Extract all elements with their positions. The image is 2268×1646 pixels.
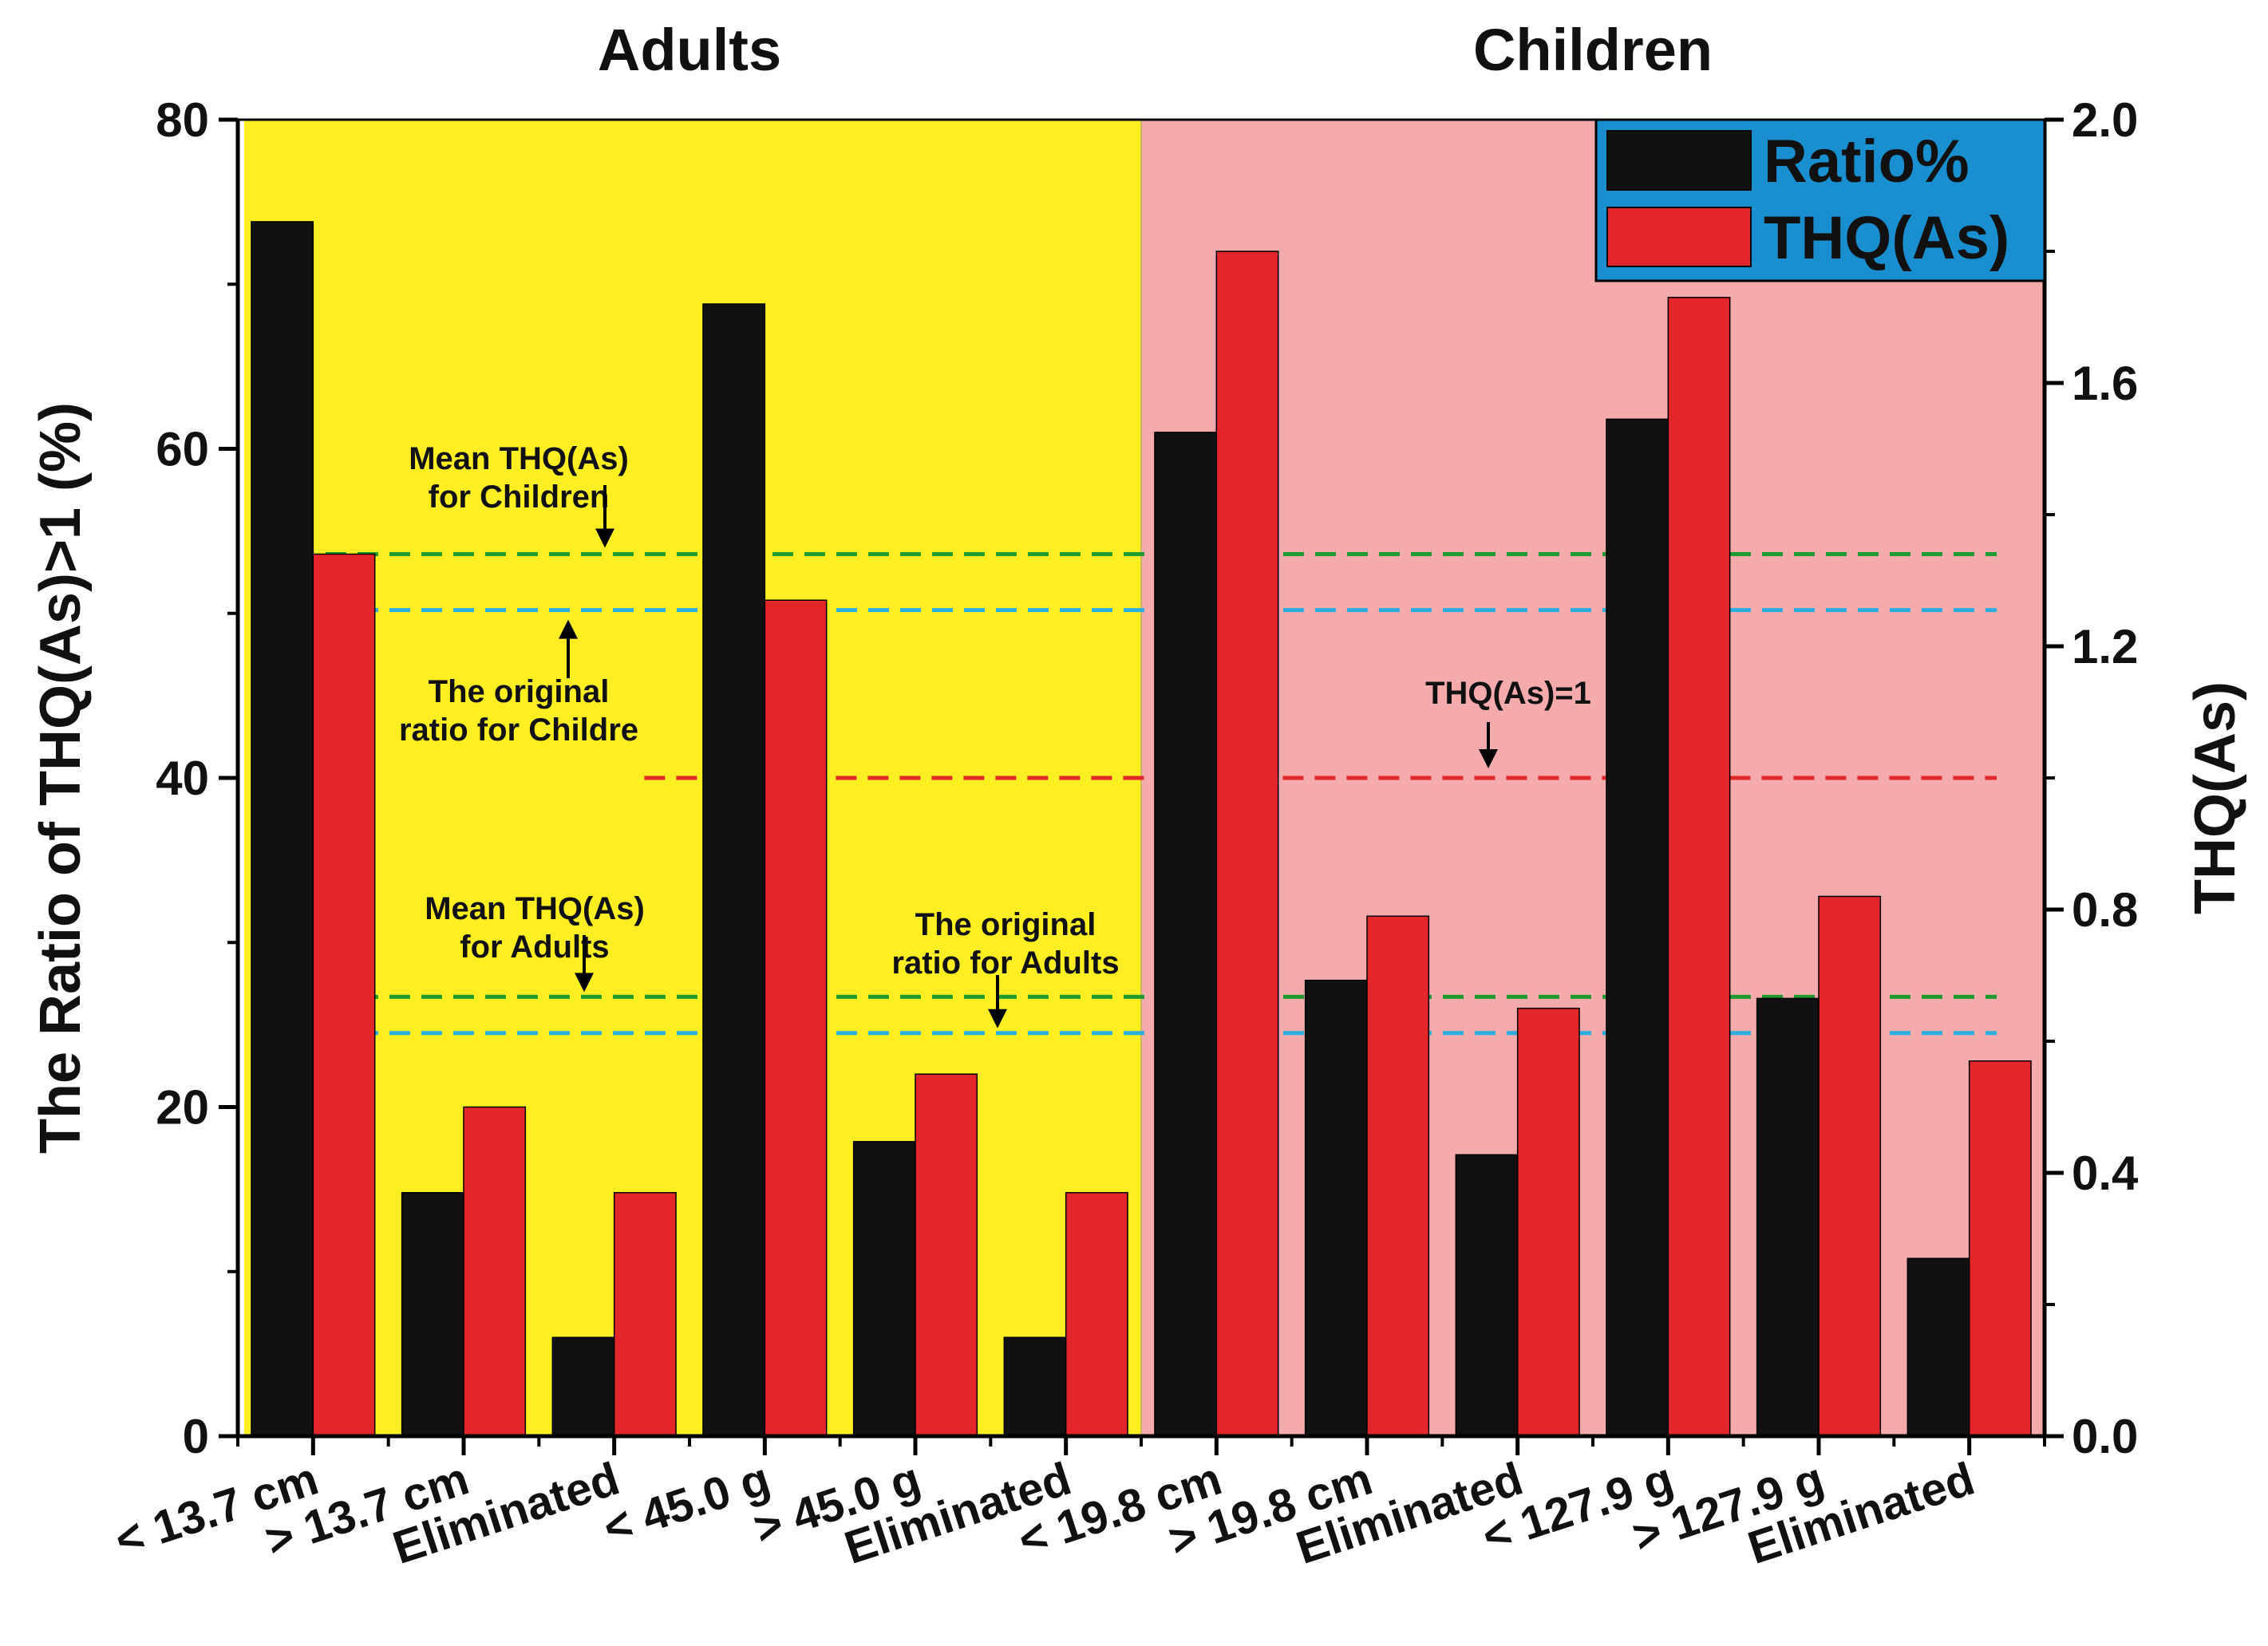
bar-thq-as--0 bbox=[312, 553, 376, 1437]
annotation-1-line-0: The original bbox=[429, 674, 610, 709]
bar-thq-as--10 bbox=[1818, 895, 1882, 1437]
bar-ratio--4 bbox=[852, 1141, 916, 1437]
bar-thq-as--5 bbox=[1065, 1192, 1128, 1437]
bar-ratio--8 bbox=[1455, 1154, 1519, 1437]
y-tick-label-3: 60 bbox=[156, 423, 209, 476]
y-tick-label-1: 20 bbox=[156, 1081, 209, 1135]
annotation-3-line-0: Mean THQ(As) bbox=[425, 891, 645, 926]
y2-tick-label-4: 1.6 bbox=[2072, 357, 2138, 410]
annotation-0-line-1: for Children bbox=[429, 480, 610, 515]
y-tick-label-2: 40 bbox=[156, 752, 209, 805]
annotation-arrow-head-1 bbox=[559, 619, 578, 639]
annotation-3-line-1: for Adults bbox=[460, 930, 609, 965]
y2-tick-label-0: 0.0 bbox=[2072, 1410, 2138, 1463]
bar-thq-as--7 bbox=[1366, 915, 1430, 1437]
bar-ratio--7 bbox=[1304, 979, 1368, 1437]
y-axis-title: The Ratio of THQ(As)>1 (%) bbox=[29, 402, 93, 1154]
annotation-arrow-head-2 bbox=[1479, 749, 1498, 768]
annotation-4-line-1: ratio for Adults bbox=[891, 945, 1119, 981]
annotation-arrow-head-4 bbox=[988, 1009, 1007, 1028]
bar-ratio--0 bbox=[251, 221, 314, 1437]
y2-axis-title: THQ(As) bbox=[2183, 681, 2247, 914]
annotation-1-line-1: ratio for Childre bbox=[399, 712, 638, 748]
bar-thq-as--4 bbox=[915, 1073, 978, 1437]
group-title-1: Children bbox=[1473, 17, 1713, 83]
group-title-0: Adults bbox=[598, 17, 781, 83]
bar-ratio--6 bbox=[1154, 432, 1218, 1437]
annotation-arrow-head-3 bbox=[575, 973, 594, 993]
bars bbox=[251, 221, 2032, 1437]
y2-tick-label-2: 0.8 bbox=[2072, 883, 2138, 937]
bar-thq-as--8 bbox=[1516, 1008, 1580, 1437]
bar-thq-as--3 bbox=[764, 599, 828, 1437]
annotation-4-line-0: The original bbox=[915, 907, 1096, 942]
y2-tick-label-5: 2.0 bbox=[2072, 93, 2138, 147]
bar-ratio--5 bbox=[1003, 1336, 1067, 1437]
bar-thq-as--2 bbox=[613, 1192, 677, 1437]
bar-ratio--1 bbox=[401, 1192, 464, 1437]
legend: Ratio% THQ(As) bbox=[1594, 118, 2046, 282]
legend-swatch-0 bbox=[1606, 130, 1752, 191]
y2-tick-label-1: 0.4 bbox=[2072, 1147, 2139, 1200]
bar-thq-as--11 bbox=[1968, 1060, 2032, 1437]
bar-ratio--2 bbox=[551, 1336, 615, 1437]
annotation-arrow-head-0 bbox=[595, 528, 614, 548]
annotation-0-line-0: Mean THQ(As) bbox=[409, 441, 629, 476]
legend-swatch-1 bbox=[1606, 207, 1752, 267]
legend-label-0: Ratio% bbox=[1764, 128, 1970, 195]
annotation-2-line-0: THQ(As)=1 bbox=[1425, 676, 1591, 711]
bar-thq-as--9 bbox=[1667, 297, 1731, 1437]
bar-ratio--11 bbox=[1906, 1257, 1970, 1437]
bar-ratio--9 bbox=[1606, 418, 1669, 1437]
legend-label-1: THQ(As) bbox=[1764, 204, 2009, 272]
bar-ratio--3 bbox=[702, 303, 766, 1437]
bar-ratio--10 bbox=[1756, 997, 1820, 1437]
bar-thq-as--1 bbox=[463, 1106, 527, 1437]
y-tick-label-0: 0 bbox=[183, 1410, 209, 1463]
bar-thq-as--6 bbox=[1215, 251, 1279, 1437]
y-tick-label-4: 80 bbox=[156, 93, 209, 147]
y2-tick-label-3: 1.2 bbox=[2072, 620, 2138, 673]
